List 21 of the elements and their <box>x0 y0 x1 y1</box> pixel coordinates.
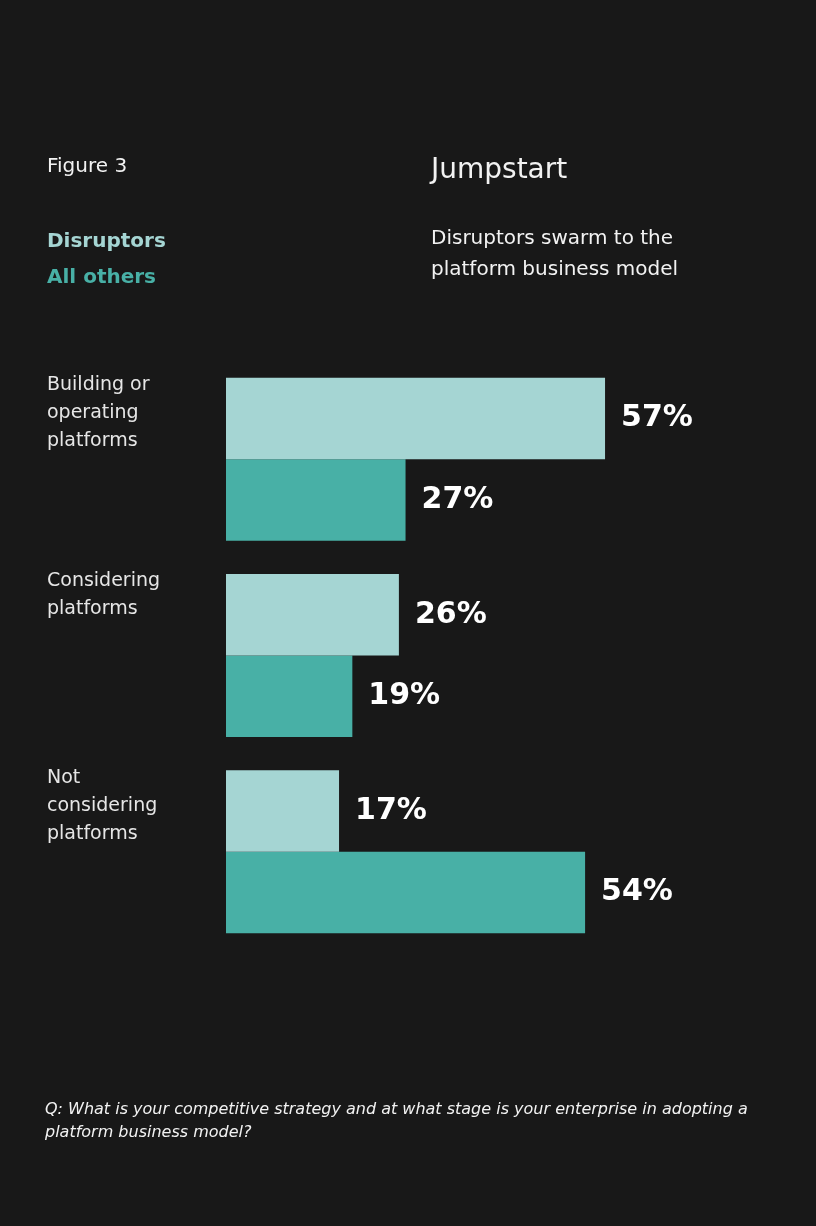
text: Q: What is your competitive strategy and at what stage is your enterprise in adopting a platform business model? <box>45 1098 749 1143</box>
data-label: 27% <box>421 479 494 515</box>
data-label: 57% <box>621 398 693 434</box>
bar <box>226 574 399 656</box>
data-label: 54% <box>601 872 673 908</box>
y-tick-label: Considering platforms <box>47 568 161 619</box>
chart-title: Jumpstart <box>431 152 568 185</box>
bar <box>226 851 586 934</box>
y-tick-label: Not considering platforms <box>47 764 158 843</box>
data-label: 26% <box>414 594 487 630</box>
bar <box>226 459 406 541</box>
text: All others <box>47 264 157 288</box>
data-label: 19% <box>368 676 441 712</box>
bar <box>226 770 340 852</box>
text: Disruptors <box>47 228 166 252</box>
bar <box>226 377 606 460</box>
y-tick-label: Building or operating platforms <box>47 372 150 451</box>
bar <box>226 655 353 737</box>
data-label: 17% <box>355 790 427 826</box>
caption: Figure 3 <box>47 153 128 177</box>
chart-subtitle: Disruptors swarm to the platform business model <box>431 224 680 282</box>
